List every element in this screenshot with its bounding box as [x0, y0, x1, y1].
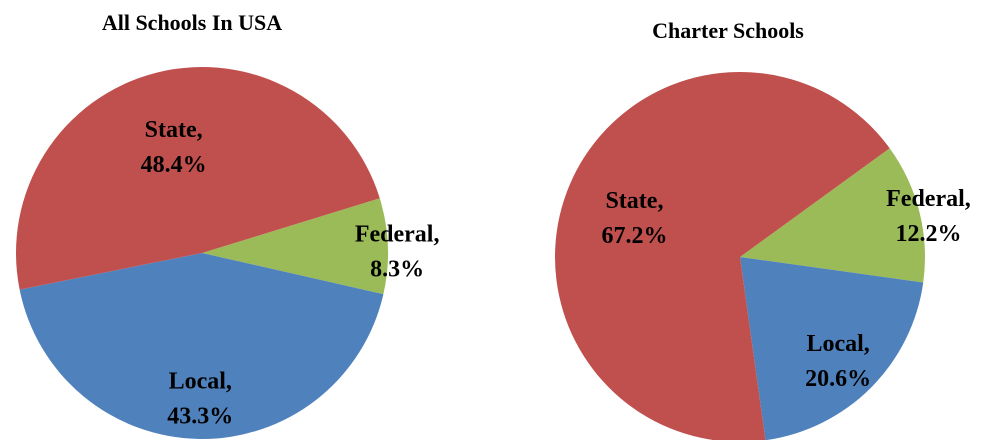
slice-label: State, 67.2%: [601, 188, 667, 249]
slice-label: Local, 43.3%: [167, 368, 233, 429]
slice-label: State, 48.4%: [141, 117, 207, 178]
slice-name: Local,: [169, 368, 232, 394]
slice-value: 8.3%: [370, 257, 424, 283]
slice-name: Federal,: [886, 186, 971, 212]
slice-label: Local, 20.6%: [805, 331, 871, 392]
chart-title: All Schools In USA: [102, 10, 282, 35]
slice-label: Federal, 12.2%: [886, 186, 971, 247]
slice-name: Local,: [806, 331, 869, 357]
pie-slice: [740, 148, 925, 283]
pie-slice: [740, 257, 924, 440]
slice-name: State,: [605, 188, 663, 214]
pie-slice: [19, 253, 384, 439]
slice-value: 12.2%: [895, 221, 961, 247]
pie-slice: [555, 72, 890, 440]
slice-label: Federal, 8.3%: [355, 222, 440, 283]
slice-value: 67.2%: [601, 223, 667, 249]
slice-value: 20.6%: [805, 366, 871, 392]
slice-value: 43.3%: [167, 403, 233, 429]
chart-title: Charter Schools: [652, 18, 804, 43]
slice-name: Federal,: [355, 222, 440, 248]
slice-name: State,: [145, 117, 203, 143]
slice-value: 48.4%: [141, 152, 207, 178]
pie-slice: [202, 198, 388, 295]
pie-slice: [15, 66, 380, 290]
